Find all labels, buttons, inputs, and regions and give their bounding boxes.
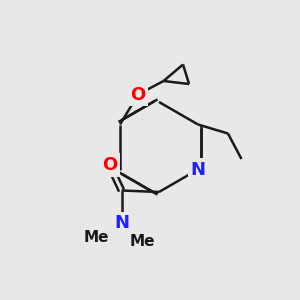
Text: N: N [114,214,129,232]
Text: O: O [130,85,146,103]
Text: O: O [102,156,117,174]
Text: N: N [190,160,206,178]
Text: Me: Me [83,230,109,244]
Text: Me: Me [130,234,155,249]
